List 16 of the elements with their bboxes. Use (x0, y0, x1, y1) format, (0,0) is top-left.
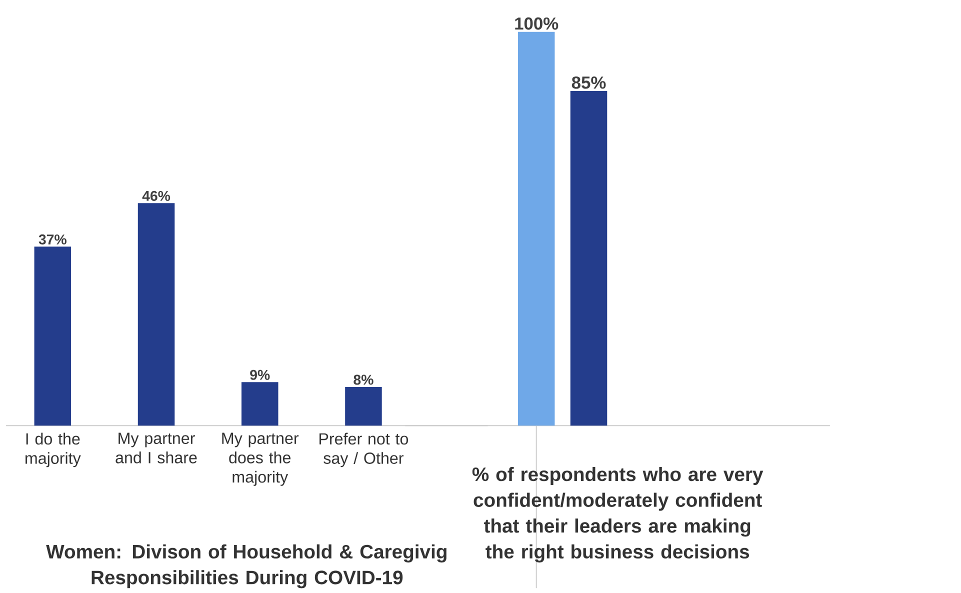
data-label: 85% (572, 76, 606, 89)
bar (241, 382, 278, 426)
data-label: 37% (38, 234, 66, 245)
text: Women: Divison of Household & Caregivig Responsibilities During COVID-19 (46, 544, 446, 588)
text: % of respondents who are very confident/moderately confident that their leaders are making the right business decisions (472, 467, 764, 563)
data-label: 100% (515, 18, 558, 30)
bar (34, 246, 72, 426)
x-tick-label: I do the majority (26, 432, 81, 468)
bar (345, 387, 382, 426)
data-label: 46% (142, 191, 170, 202)
x-tick-label: My partner and I share (116, 432, 197, 464)
x-tick-label: Prefer not to say / Other (320, 432, 408, 468)
data-label: 8% (354, 374, 374, 385)
x-tick-label: My partner does the majority (222, 432, 299, 486)
bar (138, 203, 175, 426)
data-label: 9% (250, 370, 270, 380)
